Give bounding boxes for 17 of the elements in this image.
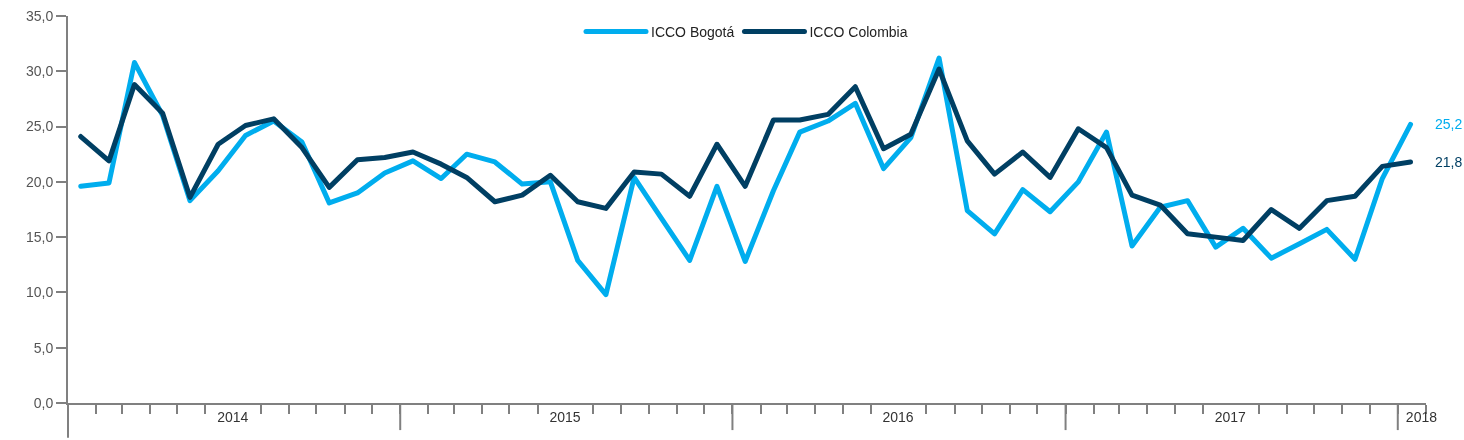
annotation: 25,2	[1435, 116, 1463, 132]
x-tick-label: 2018	[1405, 408, 1438, 425]
y-tick-label: 0,0	[33, 394, 54, 411]
annotation: 21,8	[1435, 154, 1463, 170]
x-tick-label: 2014	[217, 408, 249, 425]
y-tick-label: 10,0	[25, 284, 54, 301]
y-tick-label: 5,0	[33, 339, 54, 356]
legend-label: ICCO Colombia	[809, 24, 908, 41]
y-tick-label: 25,0	[25, 118, 54, 135]
y-tick-label: 20,0	[25, 173, 54, 190]
legend-label: ICCO Bogotá	[651, 24, 735, 41]
x-tick-label: 2015	[549, 408, 581, 425]
y-tick-label: 15,0	[25, 229, 54, 246]
y-tick-label: 35,0	[25, 7, 54, 24]
x-tick-label: 2017	[1214, 408, 1247, 425]
y-tick-label: 30,0	[25, 63, 54, 80]
x-tick-label: 2016	[882, 408, 914, 425]
